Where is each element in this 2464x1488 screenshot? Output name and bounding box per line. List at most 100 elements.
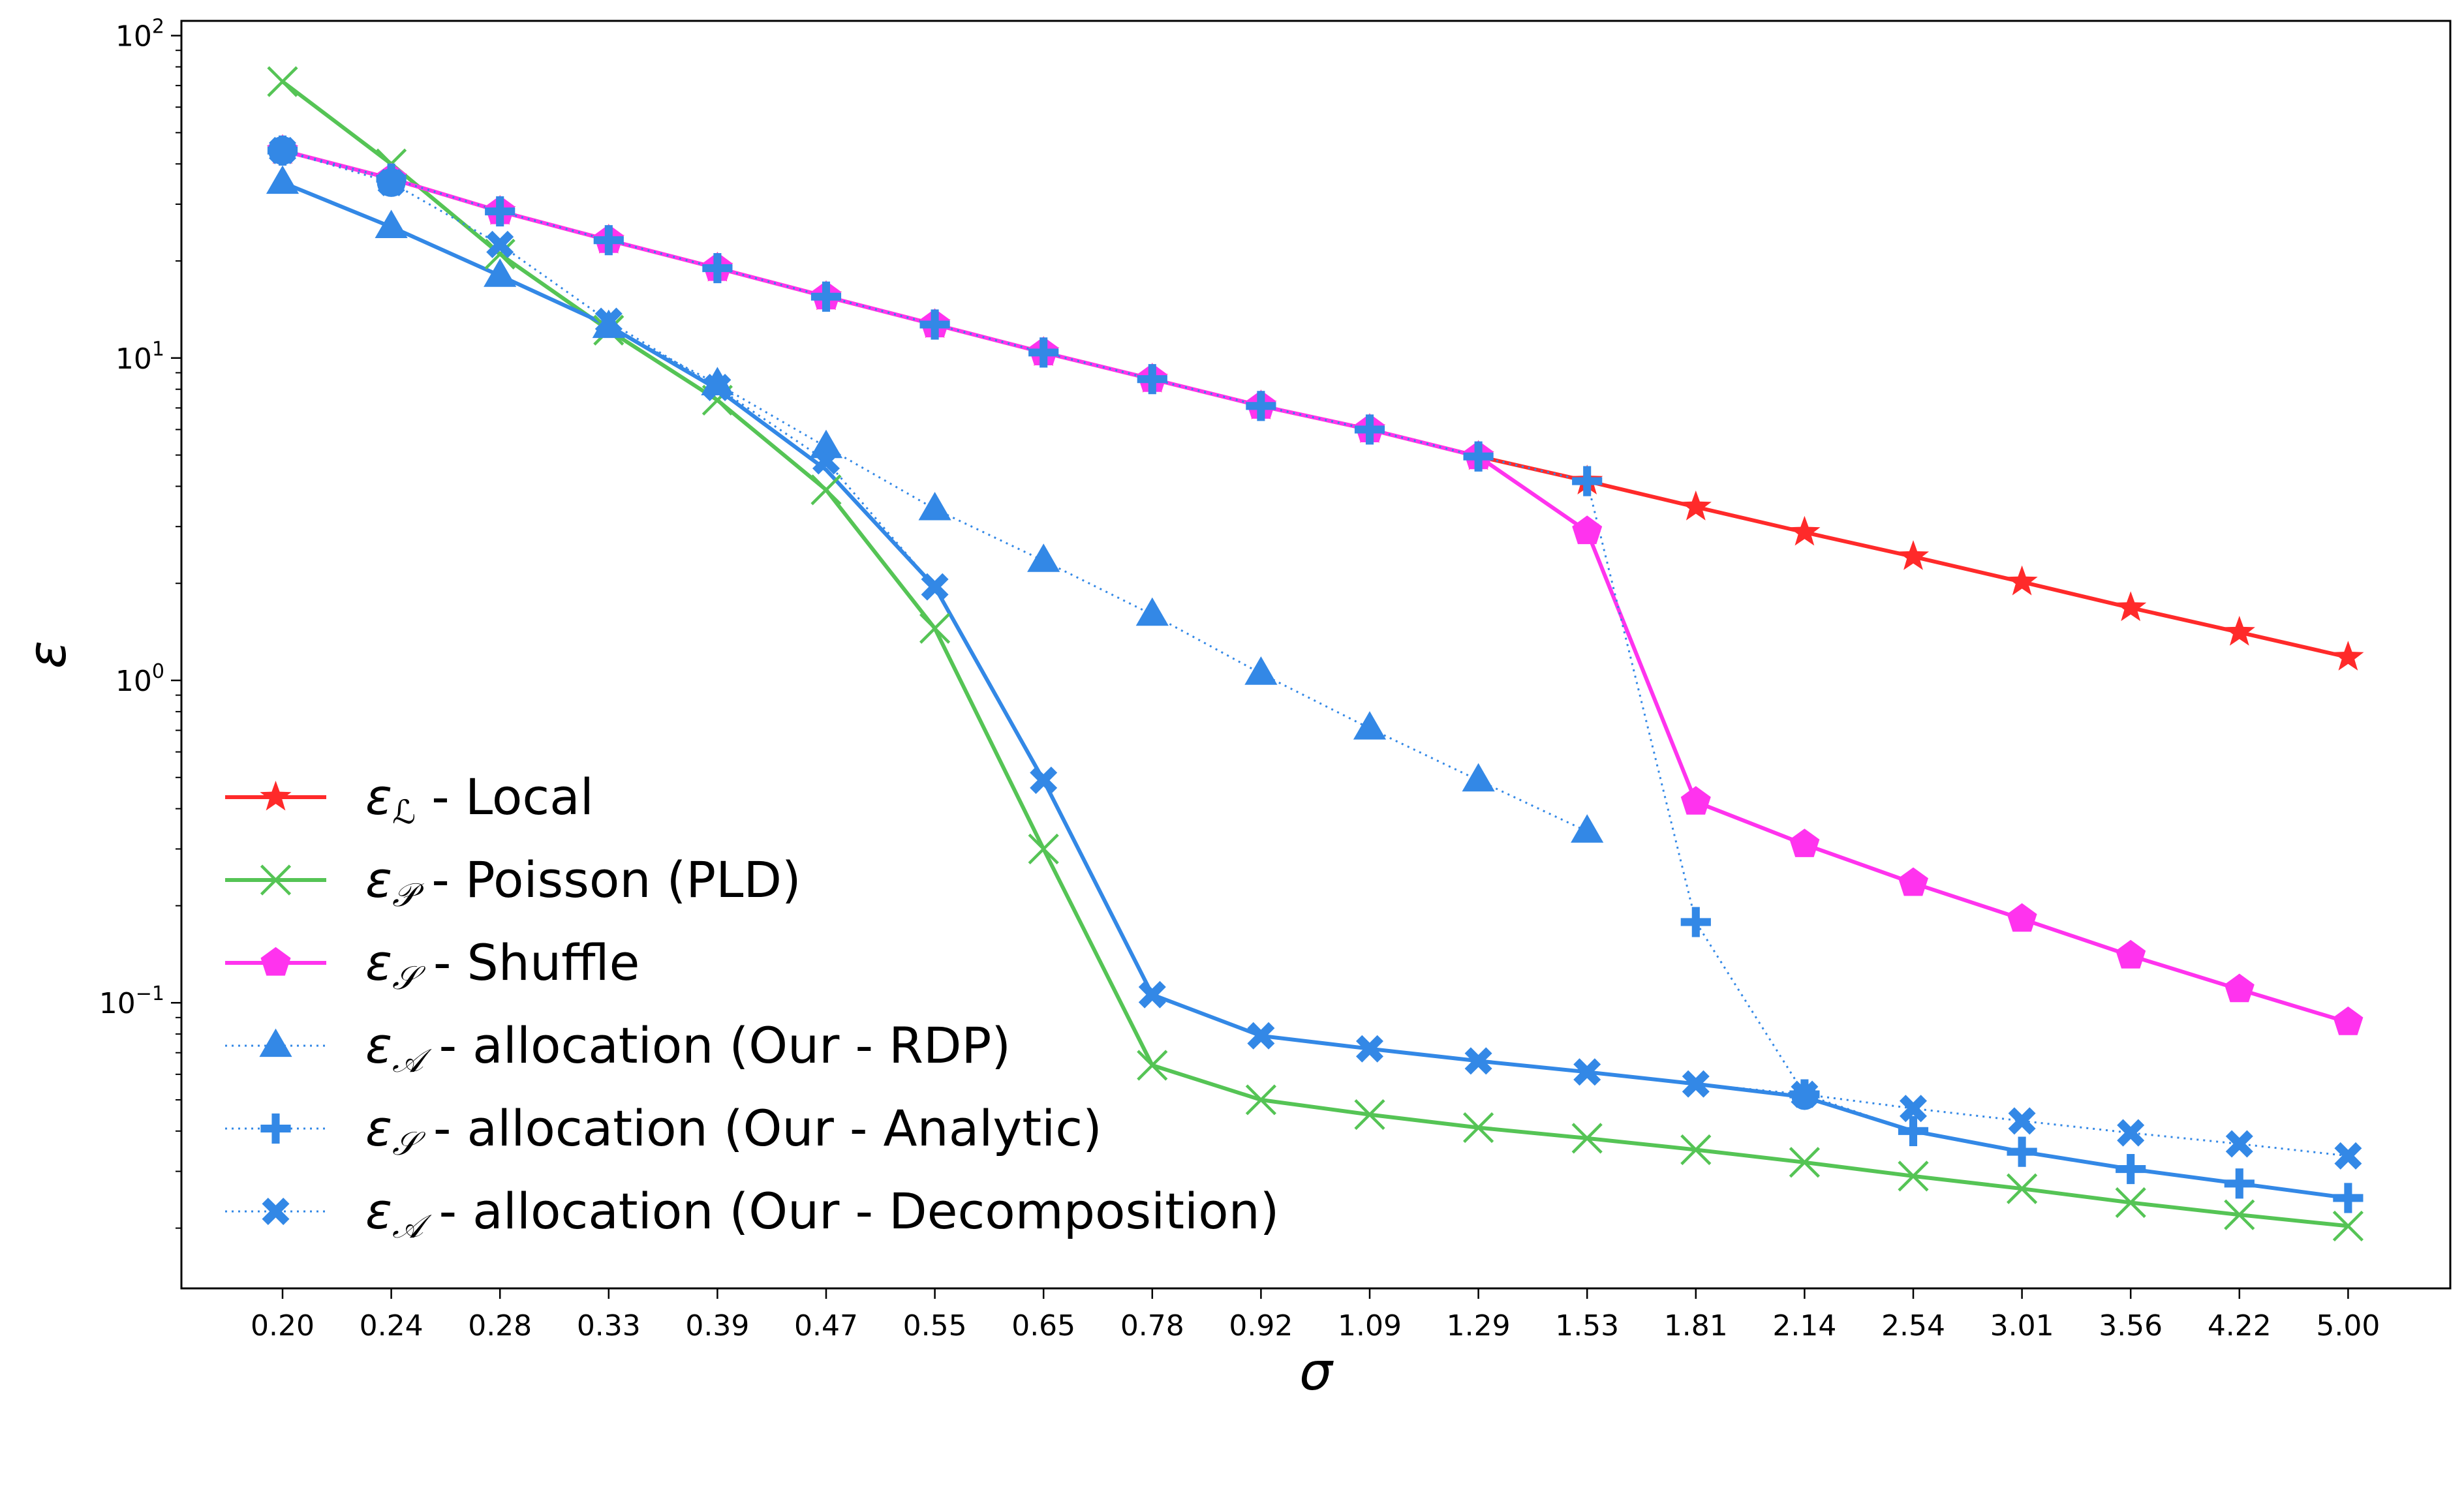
series-5	[282, 149, 2348, 1157]
data-point	[2007, 1136, 2037, 1167]
data-point	[1791, 1084, 1818, 1110]
legend-marker	[260, 864, 292, 896]
data-point	[2334, 1142, 2362, 1170]
axes: 0.20 0.24 0.28 0.33 0.39 0.47 0.55 0.65 0.78 0.92…	[17, 16, 2452, 1402]
data-point	[1680, 907, 1711, 937]
data-point	[1572, 515, 1603, 545]
legend-item-2: ε𝒮 - Shuffle	[225, 934, 639, 997]
legend-label: ε𝒜 - allocation (Our - Decomposition)	[365, 1182, 1279, 1245]
x-tick-label: 3.56	[2099, 1309, 2163, 1343]
x-axis-label: σ	[1299, 1341, 1334, 1402]
legend-label: ε𝒫 - Poisson (PLD)	[365, 851, 801, 914]
legend-label: εℒ - Local	[365, 768, 594, 831]
data-point	[703, 374, 732, 402]
series-markers-1	[267, 66, 2364, 1242]
plot-area	[266, 66, 2364, 1242]
data-point	[1789, 515, 1821, 546]
data-point	[1027, 543, 1060, 572]
x-tick-label: 0.24	[360, 1309, 424, 1343]
data-point	[1898, 1161, 1929, 1192]
data-point	[1898, 867, 1928, 896]
y-axis-label: ε	[17, 641, 78, 669]
data-point	[701, 367, 734, 395]
data-point	[919, 613, 951, 644]
x-tick-label: 2.14	[1772, 1309, 1836, 1343]
y-tick-label: 100	[116, 660, 164, 698]
data-point	[1247, 1022, 1275, 1050]
data-point	[267, 66, 298, 97]
x-tick-label: 0.47	[794, 1309, 858, 1343]
data-point	[1897, 540, 1930, 570]
x-tick-label: 0.33	[577, 1309, 641, 1343]
data-point	[1789, 1147, 1820, 1178]
data-point	[1030, 767, 1058, 795]
data-point	[1573, 1058, 1601, 1086]
data-point	[2332, 1210, 2364, 1242]
legend-marker	[260, 1113, 291, 1144]
legend-label: ε𝒮 - Shuffle	[365, 934, 639, 997]
data-point	[1789, 828, 1820, 857]
data-point	[921, 573, 949, 601]
data-point	[2224, 1199, 2255, 1230]
data-point	[377, 168, 406, 197]
data-point	[2224, 973, 2255, 1003]
data-point	[2333, 1006, 2364, 1035]
x-tick-label: 2.54	[1881, 1309, 1945, 1343]
x-tick-label: 0.92	[1229, 1309, 1293, 1343]
x-tick-label: 5.00	[2316, 1309, 2380, 1343]
x-tick-label: 0.39	[685, 1309, 749, 1343]
data-point	[1137, 364, 1167, 395]
legend-marker	[260, 947, 291, 976]
data-point	[1898, 1116, 1929, 1146]
legend-label: ε𝒜 - allocation (Our - RDP)	[365, 1016, 1011, 1080]
data-point	[1464, 1047, 1492, 1075]
data-point	[1462, 763, 1495, 792]
series-line	[282, 148, 2349, 1024]
legend-marker	[260, 780, 292, 811]
y-tick-label: 10−1	[99, 982, 164, 1020]
series-1	[281, 80, 2348, 1228]
data-point	[375, 209, 408, 239]
legend-marker	[262, 1197, 290, 1226]
plot-frame	[180, 20, 2452, 1290]
data-point	[919, 309, 950, 340]
series-markers-3	[266, 165, 1604, 843]
data-point	[1571, 814, 1604, 843]
legend-item-0: εℒ - Local	[225, 768, 594, 831]
data-point	[268, 136, 297, 165]
data-point	[1682, 1070, 1710, 1098]
data-point	[1354, 414, 1385, 445]
data-point	[1355, 1035, 1383, 1063]
data-point	[1353, 711, 1387, 740]
data-point	[1571, 1123, 1603, 1154]
data-point	[2115, 591, 2147, 622]
data-point	[266, 165, 300, 194]
data-point	[1680, 786, 1711, 815]
series-0	[282, 148, 2349, 660]
x-tick-label: 4.22	[2208, 1309, 2272, 1343]
data-point	[1137, 1050, 1168, 1081]
x-tick-label: 0.55	[903, 1309, 967, 1343]
data-point	[2333, 1183, 2364, 1213]
data-point	[810, 474, 842, 506]
data-point	[2225, 1130, 2253, 1158]
legend-item-3: ε𝒜 - allocation (Our - RDP)	[225, 1016, 1011, 1080]
series-line	[281, 80, 2348, 1228]
legend-item-4: ε𝒮 - allocation (Our - Analytic)	[225, 1099, 1102, 1162]
data-point	[918, 491, 951, 521]
data-point	[702, 252, 733, 284]
data-point	[2116, 1153, 2146, 1185]
data-point	[1135, 597, 1169, 626]
x-tick-label: 1.29	[1447, 1309, 1511, 1343]
x-tick-label: 1.53	[1555, 1309, 1619, 1343]
data-point	[594, 307, 623, 335]
data-point	[1463, 441, 1494, 472]
data-point	[2332, 641, 2364, 671]
legend: εℒ - Local ε𝒫 - Poisson (PLD) ε𝒮 - Shuffle…	[225, 768, 1279, 1245]
data-point	[2116, 939, 2146, 969]
data-point	[1572, 466, 1603, 496]
x-tick-label: 1.81	[1664, 1309, 1728, 1343]
x-tick-label: 0.78	[1120, 1309, 1184, 1343]
x-tick-label: 3.01	[1990, 1309, 2054, 1343]
